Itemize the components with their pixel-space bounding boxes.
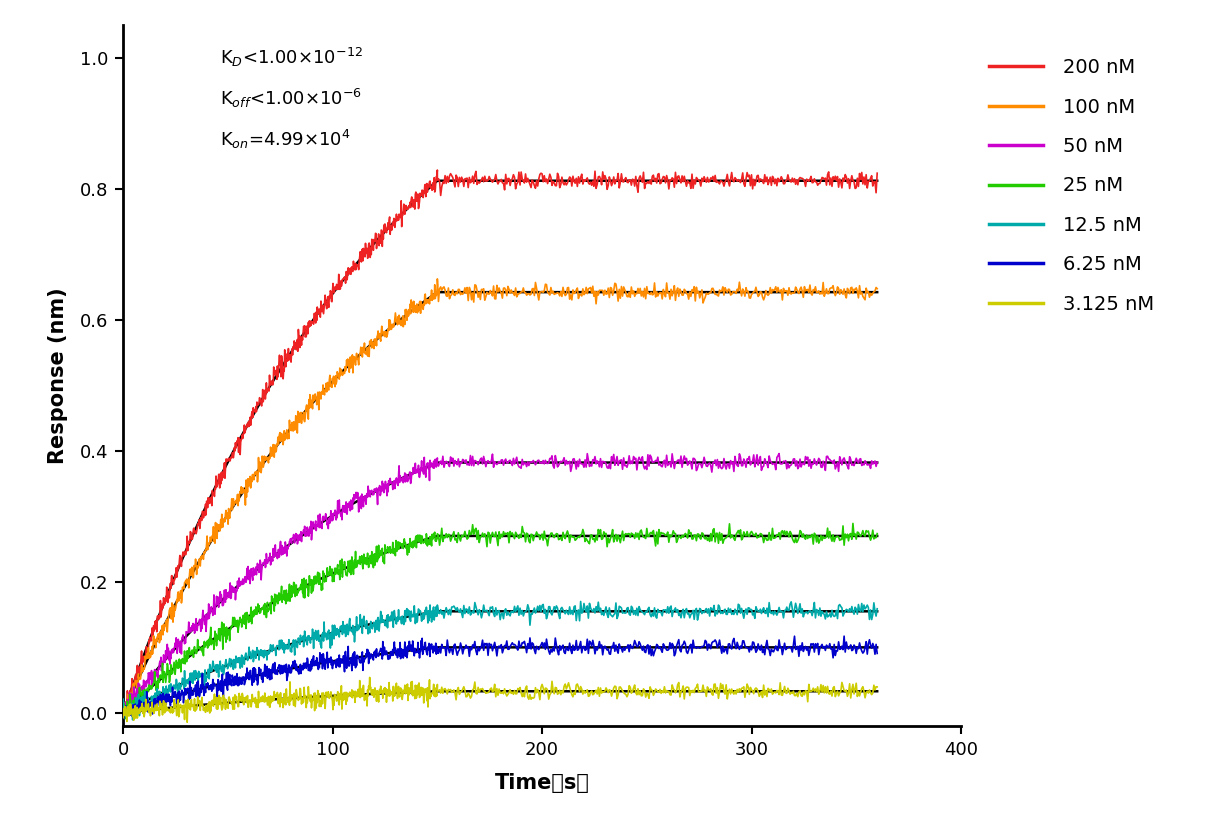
Y-axis label: Response (nm): Response (nm) <box>48 287 68 464</box>
Text: K$_{D}$<1.00×10$^{-12}$
K$_{off}$<1.00×10$^{-6}$
K$_{on}$=4.99×10$^{4}$: K$_{D}$<1.00×10$^{-12}$ K$_{off}$<1.00×1… <box>219 45 362 151</box>
X-axis label: Time（s）: Time（s） <box>494 773 590 793</box>
Legend: 200 nM, 100 nM, 50 nM, 25 nM, 12.5 nM, 6.25 nM, 3.125 nM: 200 nM, 100 nM, 50 nM, 25 nM, 12.5 nM, 6… <box>979 49 1163 323</box>
